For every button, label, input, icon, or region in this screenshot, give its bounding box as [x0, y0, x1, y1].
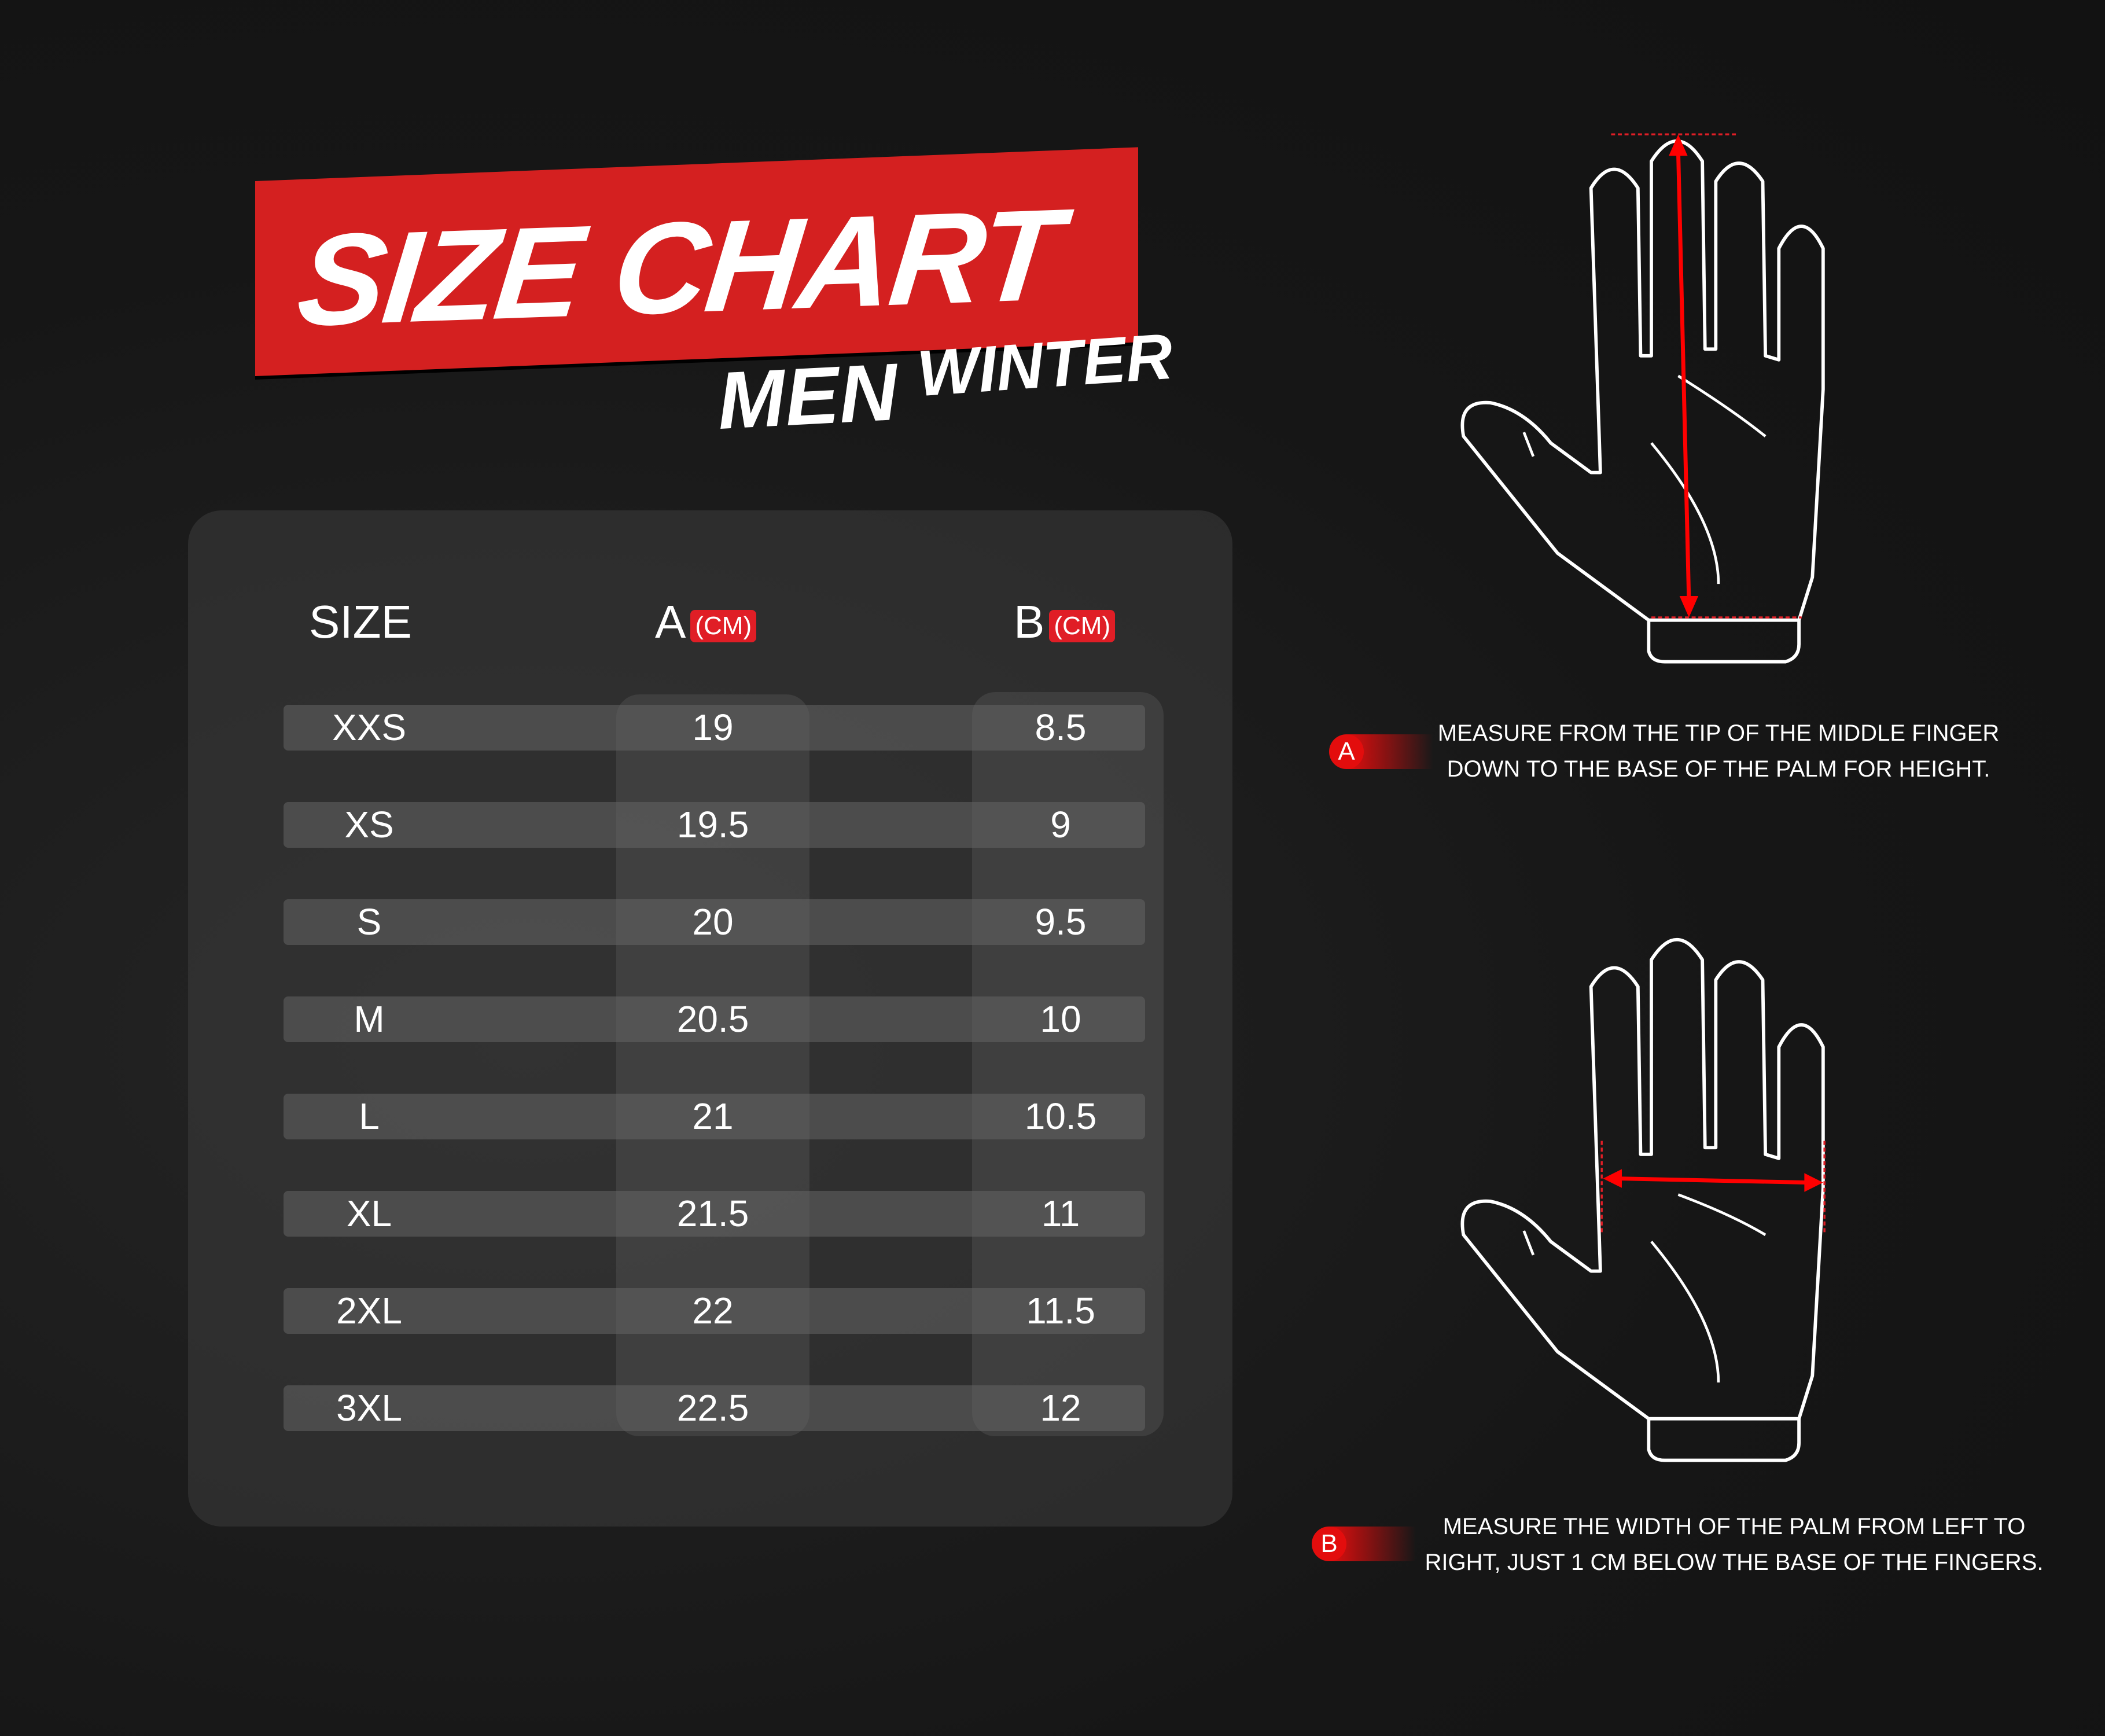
b-cell: 10: [1040, 998, 1081, 1040]
a-cell: 19: [692, 707, 734, 748]
b-cell: 9.5: [1035, 901, 1087, 943]
a-cell: 19.5: [676, 804, 749, 845]
b-cell: 11.5: [1026, 1290, 1095, 1332]
instruction-b-line-2: RIGHT, JUST 1 CM BELOW THE BASE OF THE F…: [1425, 1550, 2044, 1575]
header-a-unit: (CM): [690, 610, 757, 642]
a-cell: 21: [692, 1095, 734, 1137]
header-a-label: A: [655, 596, 686, 648]
table-row: M 20.5 10: [284, 996, 1145, 1042]
b-cell: 12: [1040, 1387, 1081, 1429]
b-cell: 8.5: [1035, 707, 1087, 748]
size-cell: 3XL: [336, 1387, 402, 1429]
subtitle-men: MEN: [715, 345, 900, 447]
instruction-b: MEASURE THE WIDTH OF THE PALM FROM LEFT …: [1387, 1509, 2081, 1580]
badge-a: A: [1329, 734, 1364, 769]
header-b-unit: (CM): [1049, 610, 1116, 642]
table-row: XL 21.5 11: [284, 1191, 1145, 1237]
measure-arrow-icon: [1617, 1176, 1808, 1185]
a-cell: 22: [692, 1290, 734, 1332]
size-cell: L: [359, 1095, 380, 1137]
table-row: XS 19.5 9: [284, 802, 1145, 848]
b-cell: 10.5: [1024, 1095, 1097, 1137]
header-b-label: B: [1014, 596, 1045, 648]
instruction-a-line-1: MEASURE FROM THE TIP OF THE MIDDLE FINGE…: [1437, 720, 2000, 746]
table-row: L 21 10.5: [284, 1094, 1145, 1139]
size-cell: 2XL: [336, 1290, 402, 1332]
table-row: XXS 19 8.5: [284, 705, 1145, 751]
size-cell: S: [356, 901, 382, 943]
b-cell: 11: [1041, 1193, 1080, 1234]
size-cell: M: [354, 998, 385, 1040]
size-cell: XL: [346, 1193, 392, 1234]
header-b: B (CM): [1014, 596, 1116, 648]
table-row: 3XL 22.5 12: [284, 1385, 1145, 1431]
b-cell: 9: [1050, 804, 1071, 845]
subtitle-winter: WINTER: [915, 319, 1175, 410]
a-cell: 20: [692, 901, 734, 943]
size-cell: XS: [344, 804, 394, 845]
instruction-b-line-1: MEASURE THE WIDTH OF THE PALM FROM LEFT …: [1442, 1514, 2026, 1539]
hand-outline-icon: [1460, 937, 1826, 1462]
badge-b: B: [1312, 1527, 1346, 1561]
size-cell: XXS: [332, 707, 407, 748]
header-size: SIZE: [309, 596, 412, 648]
page-title: SIZE CHART: [291, 181, 1066, 354]
table-row: S 20 9.5: [284, 899, 1145, 945]
instruction-a: MEASURE FROM THE TIP OF THE MIDDLE FINGE…: [1371, 715, 2066, 787]
table-row: 2XL 22 11.5: [284, 1288, 1145, 1334]
measure-arrow-icon: [1676, 150, 1691, 602]
a-cell: 20.5: [676, 998, 749, 1040]
a-cell: 21.5: [676, 1193, 749, 1234]
header-a: A (CM): [655, 596, 757, 648]
instruction-a-line-2: DOWN TO THE BASE OF THE PALM FOR HEIGHT.: [1447, 756, 1990, 782]
hand-outline-icon: [1460, 133, 1825, 664]
a-cell: 22.5: [676, 1387, 749, 1429]
